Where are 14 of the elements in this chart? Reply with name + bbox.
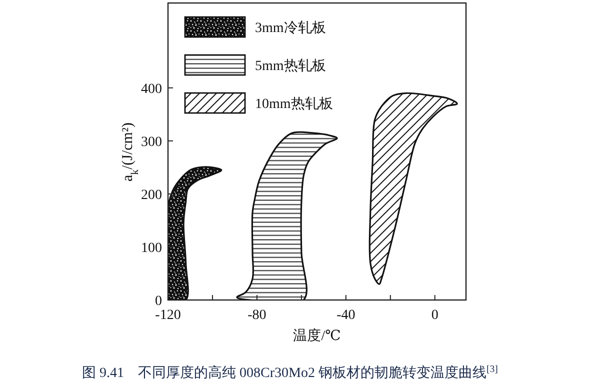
- y-tick-label: 300: [141, 134, 162, 150]
- y-tick-label: 400: [141, 82, 162, 97]
- legend-label: 10mm热轧板: [255, 96, 333, 112]
- y-tick-label: 100: [141, 240, 162, 256]
- x-axis-title: 温度/℃: [293, 328, 341, 344]
- x-tick-label: -80: [248, 308, 266, 323]
- y-tick-label: 200: [141, 188, 162, 203]
- x-tick-label: -120: [155, 308, 181, 323]
- legend-label: 3mm冷轧板: [255, 20, 326, 36]
- x-tick-label: -40: [336, 308, 356, 323]
- x-tick-label: 0: [431, 308, 438, 323]
- legend-label: 5mm热轧板: [255, 58, 326, 74]
- y-tick-label: 0: [155, 294, 162, 309]
- caption: 图 9.41 不同厚度的高纯 008Cr30Mo2 钢板材的韧脆转变温度曲线$^{[3]}$: [82, 364, 498, 381]
